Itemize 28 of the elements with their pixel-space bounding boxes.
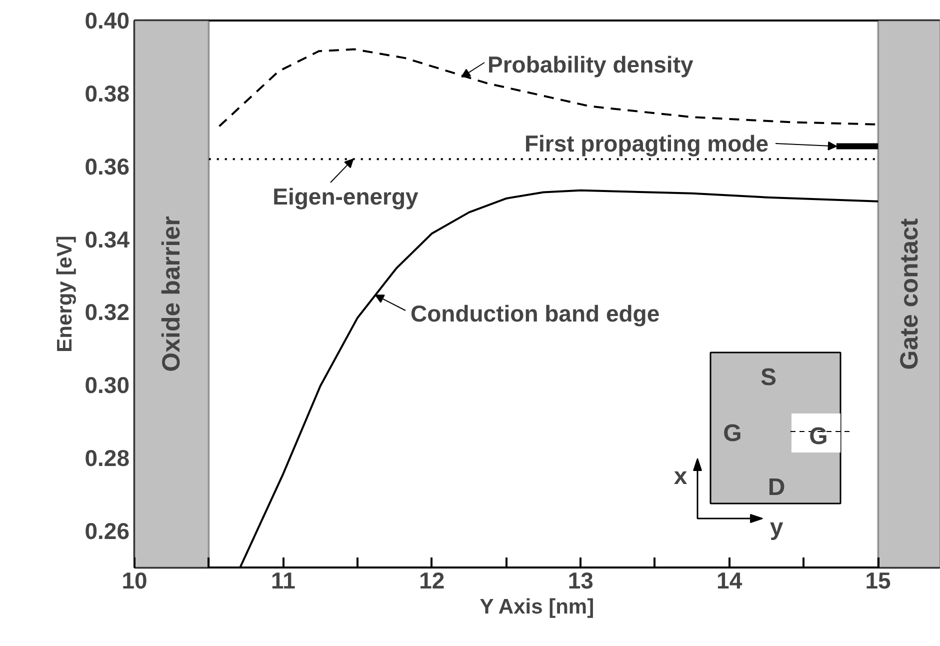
x-tick-label: 15 [865,568,892,594]
annotation: First propagting mode [524,130,769,156]
y-tick-label: 0.32 [84,299,130,326]
y-tick-label: 0.30 [84,372,130,398]
x-tick-label: 14 [716,568,742,594]
x-tick-label: 12 [419,568,445,594]
band-label: Oxide barrier [158,216,186,372]
y-tick-label: 0.40 [84,8,130,34]
y-axis-title: Energy [eV] [54,236,77,352]
annotation: S [760,364,777,391]
annotation: G [809,423,828,450]
annotation: D [768,474,786,501]
annotation: Eigen-energy [272,184,419,210]
x-tick-label: 10 [122,568,148,594]
annotation: Probability density [488,52,694,78]
x-axis-title: Y Axis [nm] [480,596,594,618]
y-tick-label: 0.34 [84,226,130,252]
x-tick-label: 11 [271,568,296,594]
annotation: G [723,420,742,447]
annotation: x [674,463,688,490]
y-tick-label: 0.38 [84,80,130,106]
y-tick-label: 0.26 [84,518,130,544]
y-tick-label: 0.28 [84,445,130,472]
y-tick-label: 0.36 [84,153,130,180]
x-tick-label: 13 [568,568,594,594]
annotation: Conduction band edge [410,300,660,326]
band-label: Gate contact [895,218,924,370]
annotation: y [770,514,784,541]
